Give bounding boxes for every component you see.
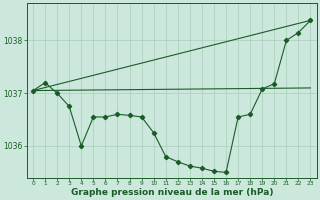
- X-axis label: Graphe pression niveau de la mer (hPa): Graphe pression niveau de la mer (hPa): [70, 188, 273, 197]
